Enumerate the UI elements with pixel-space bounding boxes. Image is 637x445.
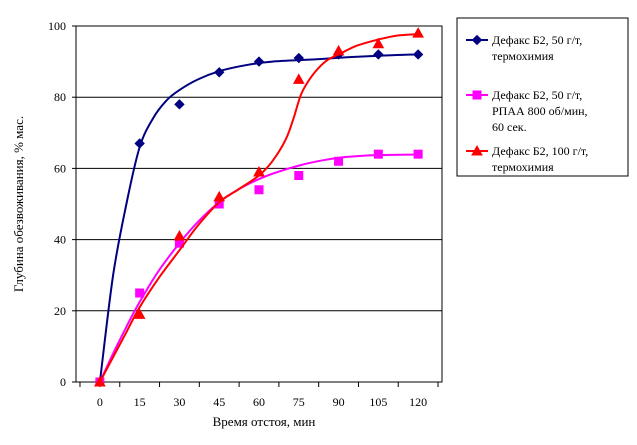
axes (75, 26, 442, 383)
series-3-point-90 (332, 44, 345, 56)
series-3-point-30 (173, 230, 186, 241)
legend-label-3-line-1: Дефакс Б2, 100 г/т, (492, 144, 588, 158)
series-3-point-75 (292, 73, 305, 84)
series-3-point-0 (94, 375, 106, 387)
legend-label-2-line-2: РПАА 800 об/мин, (492, 104, 588, 118)
y-axis-title: Глубина обезвоживания, % мас. (11, 116, 26, 292)
legend-label-1-line-2: термохимия (492, 49, 554, 63)
legend-label-3-line-2: термохимия (492, 160, 554, 174)
series-1-point-15 (134, 138, 145, 149)
series-1-point-45 (214, 67, 225, 78)
legend-label-2-line-3: 60 сек. (492, 120, 527, 134)
series-1-point-60 (253, 56, 265, 67)
series-3-point-60 (253, 165, 265, 177)
legend-box (456, 17, 629, 177)
legend-label-2-line-1: Дефакс Б2, 50 г/т, (492, 88, 582, 102)
series-2-point-60 (254, 185, 264, 195)
y-tick-label-0: 0 (60, 375, 66, 389)
x-tick-label-45: 45 (213, 395, 225, 409)
series-3-trend-line (99, 33, 419, 383)
plot-area (75, 25, 443, 383)
y-tick-label-80: 80 (54, 90, 66, 104)
series-2-point-120 (413, 149, 423, 159)
series-3-point-15 (133, 308, 146, 319)
y-tick-label-100: 100 (48, 19, 66, 33)
series-2-point-90 (334, 156, 344, 166)
legend-marker-3 (471, 144, 483, 156)
x-tick-label-105: 105 (369, 395, 387, 409)
legend-marker-1 (471, 34, 483, 46)
series-2-point-105 (373, 149, 383, 159)
series-3-point-45 (213, 190, 226, 202)
ticks: 0 20 40 60 80 100 0 15 30 45 60 75 90 105 120 (48, 19, 439, 409)
series-3 (94, 27, 424, 387)
legend-label-1-line-1: Дефакс Б2, 50 г/т, (492, 33, 582, 47)
legend-entry-3: Дефакс Б2, 100 г/т, термохимия (466, 144, 588, 174)
y-tick-label-60: 60 (54, 161, 66, 175)
series-3-point-120 (412, 27, 424, 38)
legend-entry-2: Дефакс Б2, 50 г/т, РПАА 800 об/мин, 60 сек… (466, 88, 588, 134)
legend-marker-2 (472, 90, 482, 100)
series-group (94, 27, 424, 388)
series-1-point-120 (412, 49, 424, 60)
series-1-point-75 (293, 52, 304, 64)
series-3-point-105 (372, 37, 385, 49)
legend-entry-1: Дефакс Б2, 50 г/т, термохимия (466, 33, 582, 63)
x-tick-label-90: 90 (333, 395, 345, 409)
x-tick-label-75: 75 (293, 395, 305, 409)
x-axis-title: Время отстоя, мин (213, 414, 316, 429)
x-tick-label-15: 15 (134, 395, 146, 409)
x-tick-label-0: 0 (97, 395, 103, 409)
x-tick-label-30: 30 (173, 395, 185, 409)
series-1-point-105 (373, 49, 384, 60)
x-tick-label-60: 60 (253, 395, 265, 409)
series-2-point-15 (135, 288, 145, 298)
x-tick-label-120: 120 (409, 395, 427, 409)
series-1-point-30 (174, 99, 185, 110)
y-tick-label-40: 40 (54, 233, 66, 247)
y-tick-label-20: 20 (54, 304, 66, 318)
series-2-point-75 (294, 171, 304, 181)
